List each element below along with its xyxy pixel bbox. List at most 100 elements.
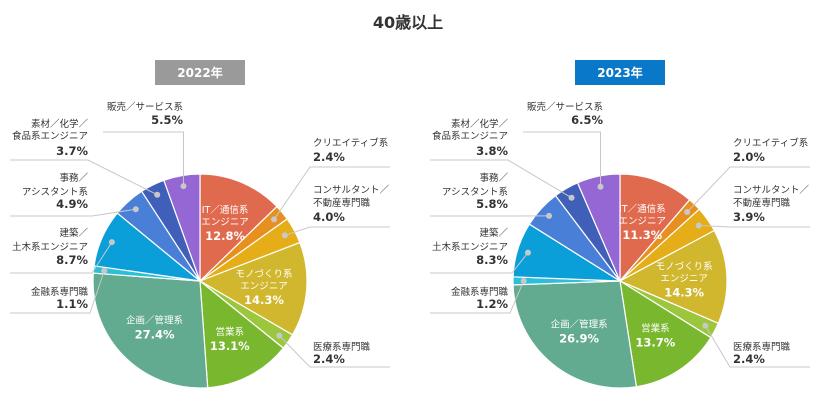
slice-label: エンジニア xyxy=(619,216,667,227)
leader-line xyxy=(278,335,390,368)
slice-value-label: 6.5% xyxy=(571,113,603,127)
slice-value-label: 4.9% xyxy=(56,197,88,211)
slice-label: 不動産専門職 xyxy=(313,197,371,209)
slice-label: 営業系 xyxy=(216,326,245,338)
leader-dot xyxy=(101,267,108,274)
slice-value-label: 5.5% xyxy=(151,113,183,127)
slice-label: 事務／ xyxy=(479,172,508,184)
leader-dot xyxy=(271,216,278,223)
year-badge-bg xyxy=(155,60,245,85)
slice-label: エンジニア xyxy=(201,217,249,228)
slice-label: 建築／ xyxy=(59,227,88,239)
slice-value-label: 27.4% xyxy=(135,327,175,341)
pie-slices xyxy=(92,173,308,389)
slice-label: 販売／サービス系 xyxy=(107,101,183,113)
slice-label: クリエイティブ系 xyxy=(733,137,808,149)
year-badge: 2022年 xyxy=(155,60,245,85)
slice-label: 金融系専門職 xyxy=(31,286,89,298)
pie-slice xyxy=(619,279,712,388)
leader-dot xyxy=(276,332,283,339)
slice-label: 素材／化学／ xyxy=(31,118,89,130)
pie-slice xyxy=(576,173,621,282)
slice-value-label: 3.8% xyxy=(476,144,508,158)
slice-label: 食品系エンジニア xyxy=(12,130,88,142)
pie-labels: IT／通信系エンジニア11.3%クリエイティブ系2.0%コンサルタント／不動産専… xyxy=(430,101,810,368)
slice-label: IT／通信系 xyxy=(619,203,666,215)
slice-label: 土木系エンジニア xyxy=(12,241,88,253)
leader-line xyxy=(10,270,105,314)
slice-value-label: 13.1% xyxy=(210,339,250,353)
slice-value-label: 1.1% xyxy=(56,297,88,311)
leader-dot xyxy=(132,206,139,213)
slice-value-label: 13.7% xyxy=(635,336,675,350)
leader-line xyxy=(430,159,572,199)
pie-slice xyxy=(618,229,728,325)
slice-value-label: 4.0% xyxy=(313,210,345,224)
slice-value-label: 3.9% xyxy=(733,210,765,224)
slice-label: エンジニア xyxy=(240,281,288,292)
slice-value-label: 26.9% xyxy=(559,331,599,345)
slice-label: エンジニア xyxy=(660,273,708,284)
leader-dot xyxy=(597,183,604,190)
leader-dot xyxy=(568,194,575,201)
year-badge-bg xyxy=(575,60,665,85)
pie-slice xyxy=(198,241,308,336)
leader-dot xyxy=(546,212,553,219)
slice-label: 建築／ xyxy=(479,227,508,239)
leader-line xyxy=(704,325,810,368)
year-badge-label: 2023年 xyxy=(597,65,642,80)
leader-line xyxy=(10,208,136,217)
leader-line xyxy=(10,159,158,196)
slice-label: モノづくり系 xyxy=(235,269,292,280)
pie-slice xyxy=(512,280,638,389)
leader-line xyxy=(284,226,390,236)
slice-label: コンサルタント／ xyxy=(313,185,390,196)
leader-line xyxy=(523,131,601,187)
slice-label: 事務／ xyxy=(59,172,88,184)
slice-label: 医療系専門職 xyxy=(313,341,371,353)
leader-dot xyxy=(695,222,702,229)
leader-dot xyxy=(702,322,709,329)
leader-line xyxy=(273,166,390,220)
pie-labels: IT／通信系エンジニア12.8%クリエイティブ系2.4%コンサルタント／不動産専… xyxy=(10,101,390,368)
slice-label: コンサルタント／ xyxy=(733,185,810,196)
year-badge: 2023年 xyxy=(575,60,665,85)
slice-value-label: 8.7% xyxy=(56,253,88,267)
leader-dot xyxy=(180,183,187,190)
slice-value-label: 8.3% xyxy=(476,253,508,267)
slice-value-label: 14.3% xyxy=(244,293,284,307)
pie-slice xyxy=(199,279,285,389)
slice-label: クリエイティブ系 xyxy=(313,137,388,149)
leader-dot xyxy=(524,249,531,256)
slice-label: アシスタント系 xyxy=(442,187,508,198)
slice-value-label: 5.8% xyxy=(476,197,508,211)
pie-slice xyxy=(199,173,278,283)
slice-label: 金融系専門職 xyxy=(451,286,509,298)
pie-slice xyxy=(92,272,209,389)
slice-value-label: 2.4% xyxy=(313,352,345,366)
leader-line xyxy=(430,252,529,274)
slice-label: 企画／管理系 xyxy=(126,314,183,326)
slice-value-label: 2.4% xyxy=(733,352,765,366)
pie-chart-2022年: 2022年IT／通信系エンジニア12.8%クリエイティブ系2.4%コンサルタント… xyxy=(10,60,390,389)
leader-dot xyxy=(108,239,115,246)
slice-value-label: 14.3% xyxy=(664,285,704,299)
slice-label: モノづくり系 xyxy=(656,261,713,272)
leader-dot xyxy=(154,191,161,198)
chart-title: 40歳以上 xyxy=(373,13,443,32)
slice-label: 営業系 xyxy=(641,323,670,335)
leader-line xyxy=(103,131,184,187)
slice-label: IT／通信系 xyxy=(202,204,249,216)
slice-label: 販売／サービス系 xyxy=(527,101,603,113)
year-badge-label: 2022年 xyxy=(177,65,222,80)
slice-value-label: 1.2% xyxy=(476,297,508,311)
slice-value-label: 2.0% xyxy=(733,150,765,164)
slice-label: 不動産専門職 xyxy=(733,197,791,209)
slice-label: 食品系エンジニア xyxy=(432,130,508,142)
slice-label: 素材／化学／ xyxy=(451,118,509,130)
pie-slices xyxy=(512,173,728,389)
pie-chart-2023年: 2023年IT／通信系エンジニア11.3%クリエイティブ系2.0%コンサルタント… xyxy=(430,60,810,389)
slice-label: アシスタント系 xyxy=(22,187,88,198)
slice-value-label: 12.8% xyxy=(205,229,245,243)
